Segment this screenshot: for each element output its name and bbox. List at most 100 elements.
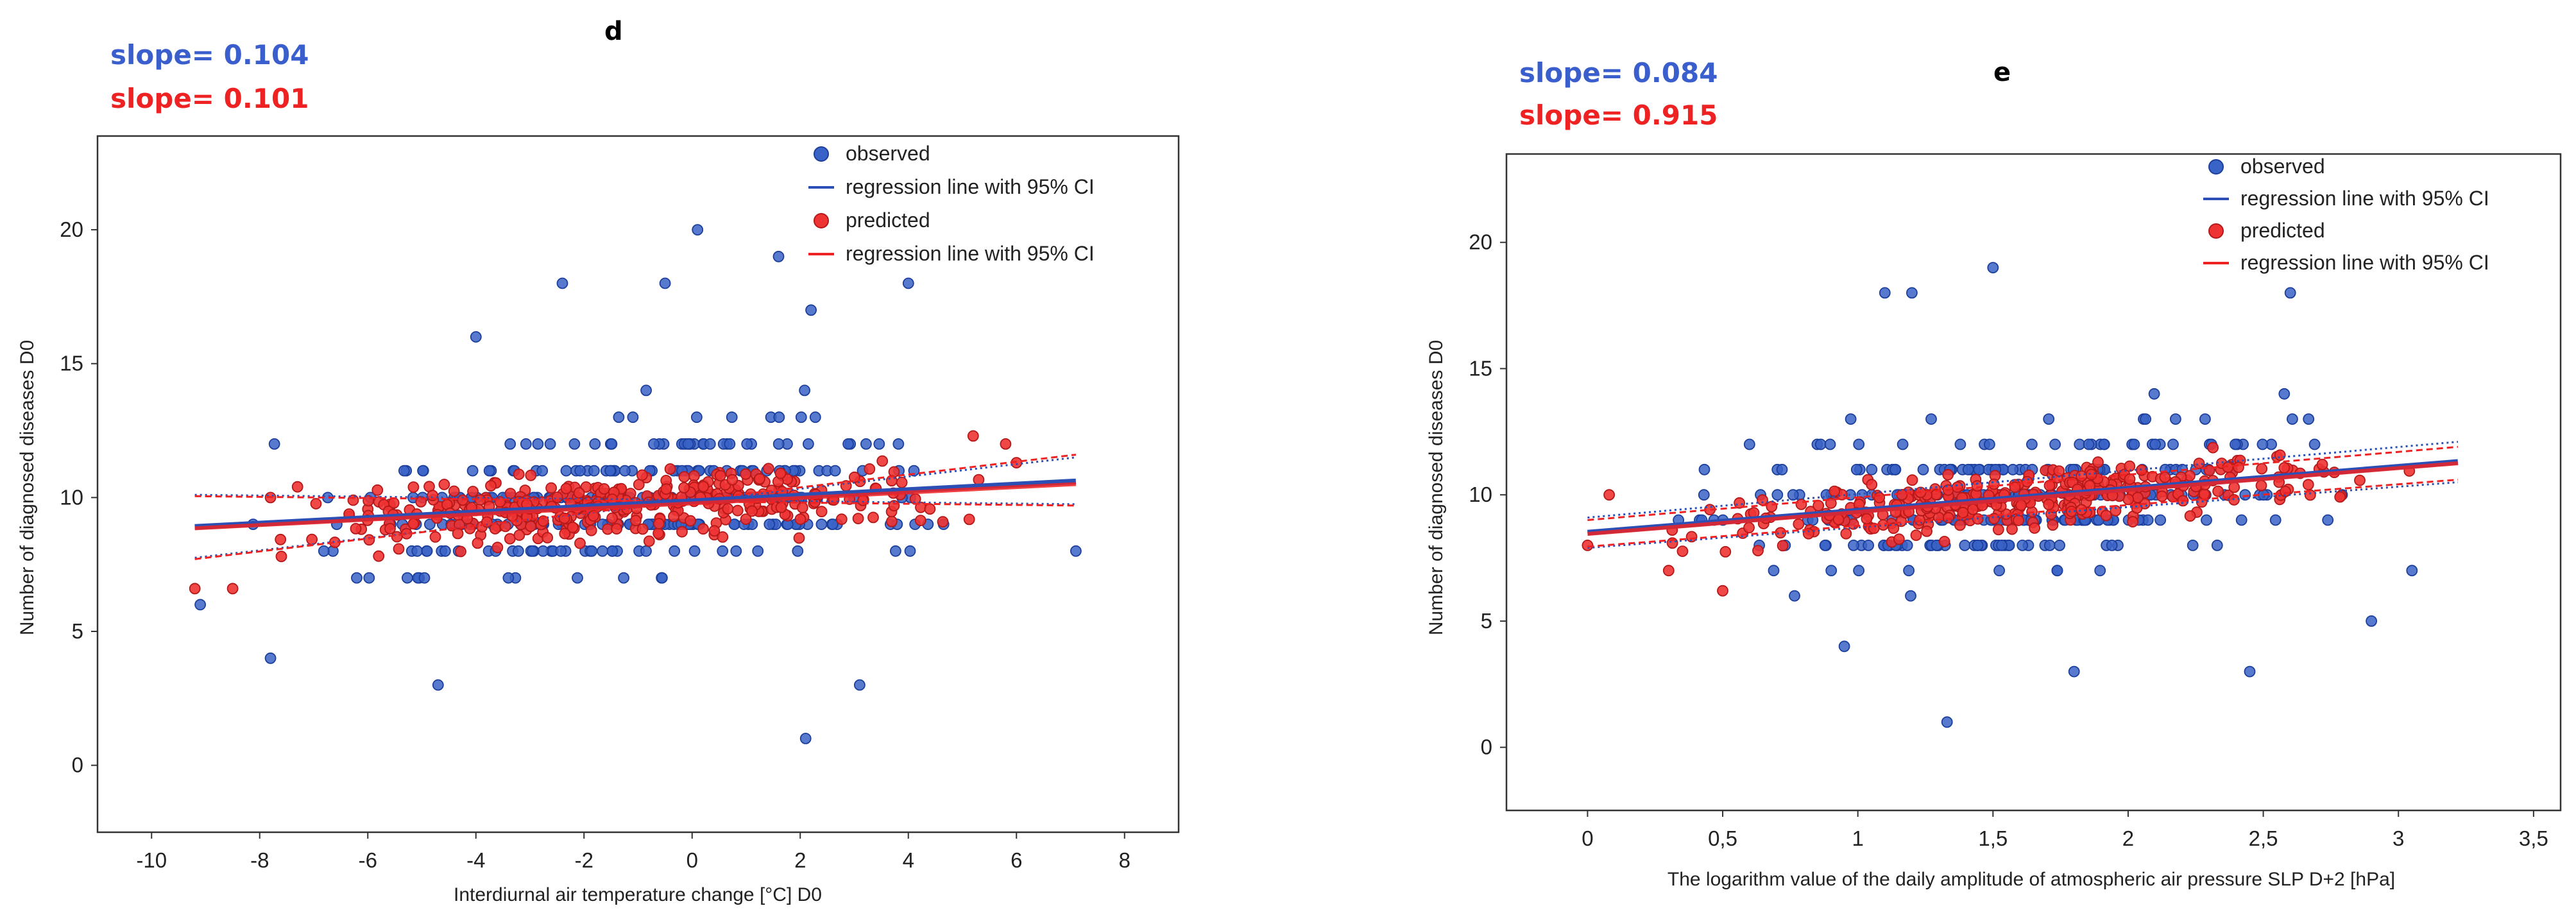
observed-point [1897, 438, 1909, 450]
predicted-point [1951, 481, 1963, 493]
predicted-point [636, 523, 649, 535]
observed-point [1993, 565, 2006, 577]
observed-point [669, 545, 681, 557]
observed-point [1972, 540, 1984, 551]
predicted-point [467, 486, 479, 497]
x-tick-label: 8 [1119, 848, 1130, 872]
observed-point [2187, 540, 2199, 551]
observed-point [439, 545, 451, 557]
x-tick-label: 0,5 [1708, 826, 1737, 850]
observed-point [589, 438, 601, 450]
predicted-point [2021, 475, 2033, 488]
predicted-point [864, 463, 876, 475]
predicted-point [275, 533, 287, 545]
x-tick-label: -8 [250, 848, 269, 872]
observed-point [2094, 565, 2106, 577]
predicted-point [876, 455, 889, 467]
predicted-point [1921, 526, 1933, 537]
observed-point [772, 250, 785, 262]
observed-point [795, 411, 807, 424]
observed-point [2406, 565, 2418, 577]
observed-point [604, 465, 616, 477]
observed-point [688, 545, 701, 557]
observed-point [618, 572, 629, 584]
observed-point [704, 438, 716, 450]
x-tick-label: -6 [359, 848, 377, 872]
predicted-point [489, 523, 501, 535]
observed-point [2239, 489, 2251, 501]
observed-point [772, 438, 785, 450]
predicted-point [793, 532, 805, 544]
observed-point [402, 572, 413, 584]
predicted-point [852, 513, 864, 524]
predicted-point [973, 474, 985, 486]
y-tick-label: 10 [1469, 483, 1492, 506]
observed-point [2201, 514, 2212, 526]
predicted-point [678, 482, 690, 493]
predicted-point [1893, 533, 1905, 545]
x-tick-label: 2,5 [2249, 826, 2278, 850]
predicted-point [438, 479, 450, 490]
observed-point [2049, 438, 2061, 450]
observed-point [873, 438, 885, 450]
observed-point [1787, 489, 1799, 501]
predicted-point [1757, 494, 1768, 506]
predicted-point [585, 524, 597, 536]
x-tick-label: 3,5 [2519, 826, 2548, 850]
predicted-point [525, 469, 537, 481]
observed-point [829, 465, 841, 477]
predicted-point [606, 512, 618, 524]
observed-point [574, 465, 586, 477]
predicted-point [457, 494, 469, 506]
observed-point [2043, 413, 2055, 425]
observed-point [792, 545, 804, 557]
observed-point [606, 438, 618, 450]
predicted-point [722, 503, 734, 515]
observed-point [1814, 438, 1827, 450]
observed-point [682, 438, 694, 450]
predicted-point [2354, 474, 2366, 486]
observed-point [2167, 438, 2179, 450]
plot-panel-d: Number of diagnosed diseases D0 Interdiu… [17, 135, 1180, 905]
legend-label: predicted [2240, 219, 2325, 242]
predicted-point [2304, 489, 2316, 501]
predicted-point [1743, 522, 1755, 534]
predicted-point [740, 513, 752, 525]
observed-point [2286, 413, 2298, 425]
predicted-point [762, 463, 774, 475]
observed-point [773, 411, 785, 424]
predicted-point [2274, 449, 2286, 461]
predicted-point [2302, 479, 2314, 491]
observed-point [586, 545, 598, 557]
predicted-point [896, 477, 908, 488]
predicted-point [2256, 463, 2268, 475]
predicted-point [407, 481, 420, 493]
predicted-point [504, 533, 516, 545]
predicted-point [697, 481, 710, 493]
observed-point [726, 411, 738, 424]
observed-point [502, 572, 515, 584]
ci-band-line [1587, 479, 2459, 548]
observed-point [2235, 514, 2248, 526]
predicted-point [2278, 462, 2290, 474]
predicted-point [574, 537, 586, 549]
observed-point [424, 518, 436, 530]
predicted-point [867, 511, 879, 524]
predicted-point [2280, 486, 2291, 497]
predicted-point [1766, 501, 1778, 513]
observed-point [2043, 540, 2056, 551]
observed-point [890, 545, 901, 557]
observed-point [504, 438, 516, 450]
observed-point [470, 331, 482, 343]
predicted-point [1603, 489, 1616, 501]
observed-point [1863, 540, 1875, 551]
predicted-point [2092, 456, 2104, 468]
observed-point [741, 438, 753, 450]
observed-point [2256, 438, 2269, 450]
predicted-point [1777, 540, 1789, 552]
observed-point [2140, 413, 2152, 425]
observed-point [536, 465, 549, 477]
observed-point [560, 465, 572, 477]
x-tick-label: 4 [903, 848, 914, 872]
legend-label: regression line with 95% CI [2240, 251, 2489, 274]
